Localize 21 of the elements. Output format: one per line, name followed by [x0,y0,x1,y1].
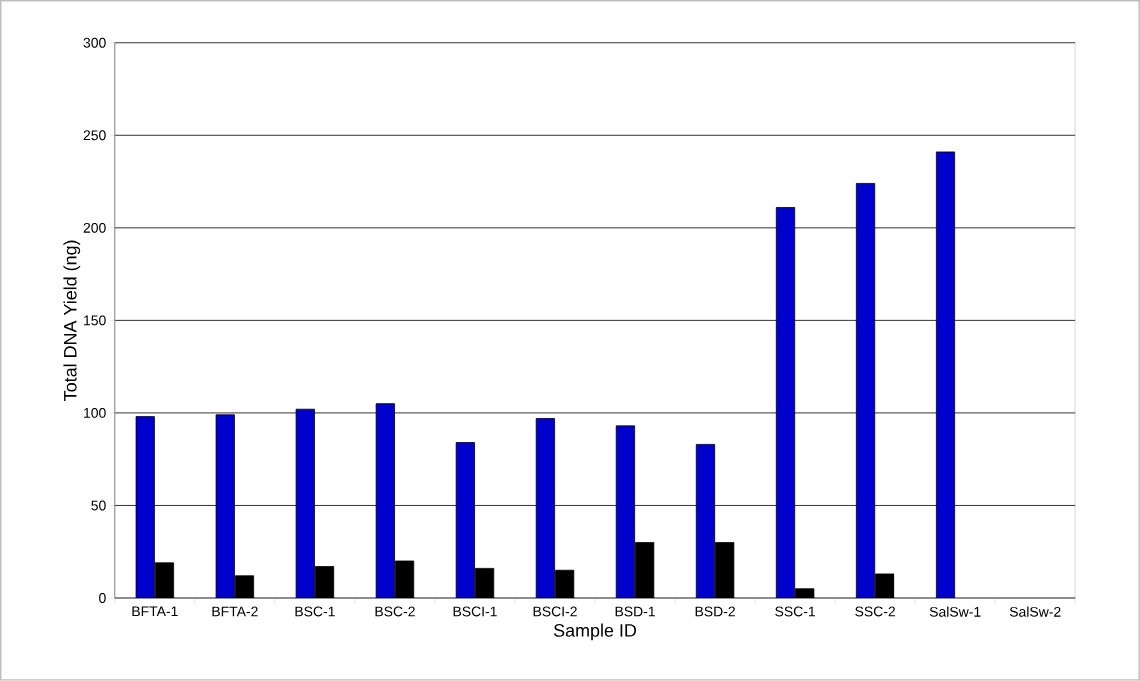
x-tick-label: BSC-2 [375,606,415,617]
x-tick-label: SSC-2 [855,606,895,617]
x-tick-label: BFTA-2 [212,606,258,617]
x-tick-label: BSCI-1 [453,606,497,617]
x-tick-label: SSC-1 [775,606,815,617]
y-tick-label: 0 [99,593,106,604]
y-tick-label: 100 [84,408,106,418]
y-tick-label: 200 [83,222,106,233]
y-tick-label: 300 [83,37,106,48]
x-tick-label: BSD-1 [615,606,655,617]
x-tick-label: BSCI-2 [533,606,577,617]
y-tick-label: 50 [91,500,106,511]
y-tick-label: 150 [84,315,106,326]
x-tick-label: BSC-1 [295,606,335,617]
x-tick-label: SalSw-2 [1009,606,1061,617]
y-axis-title: Total DNA Yield (ng) [63,240,81,402]
x-tick-label: BSD-2 [695,606,735,617]
x-tick-label: BFTA-1 [132,606,178,617]
x-tick-label: SalSw-1 [929,606,981,617]
x-axis-title: Sample ID [553,623,637,641]
y-tick-label: 250 [83,130,106,141]
